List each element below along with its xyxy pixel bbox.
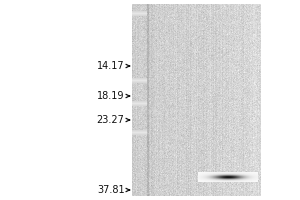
Text: 23.27: 23.27 bbox=[97, 115, 124, 125]
Text: 18.19: 18.19 bbox=[97, 91, 124, 101]
Text: 14.17: 14.17 bbox=[97, 61, 124, 71]
Text: 37.81: 37.81 bbox=[97, 185, 124, 195]
